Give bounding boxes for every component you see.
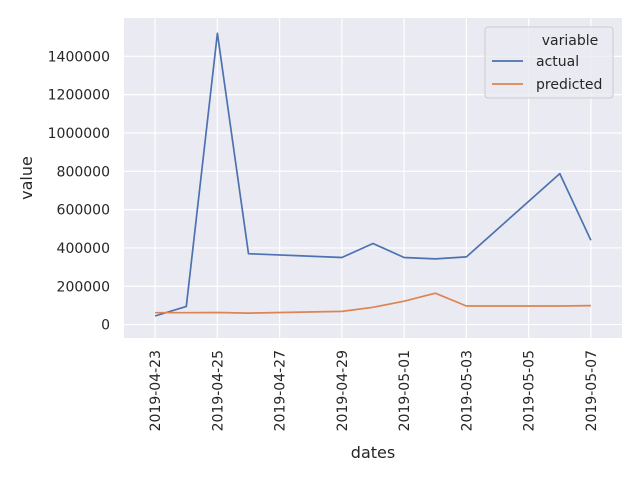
x-tick-label: 2019-04-29 (335, 350, 351, 431)
y-tick-label: 800000 (57, 164, 110, 180)
legend: variable actual predicted (484, 26, 614, 99)
y-tick-label: 200000 (57, 279, 110, 295)
y-tick-label: 1000000 (48, 126, 110, 142)
x-tick-label: 2019-05-05 (522, 350, 538, 431)
x-tick-label: 2019-04-27 (273, 350, 289, 431)
y-tick-label: 1200000 (48, 88, 110, 104)
y-axis-label: value (17, 156, 36, 200)
y-tick-label: 400000 (57, 241, 110, 257)
legend-label-predicted: predicted (536, 77, 602, 93)
y-gridlines (124, 55, 622, 326)
x-axis-label: dates (351, 443, 395, 462)
x-tick-label: 2019-05-03 (459, 350, 475, 431)
legend-label-actual: actual (536, 54, 579, 70)
y-tick-labels: 0 200000 400000 600000 800000 1000000 1200000 1… (48, 49, 110, 333)
series-line-predicted (155, 292, 591, 314)
x-tick-label: 2019-05-07 (584, 350, 600, 431)
y-tick-label: 0 (101, 318, 110, 334)
legend-box (484, 26, 614, 99)
legend-title: variable (542, 33, 598, 49)
series-lines (154, 32, 592, 317)
y-tick-label: 600000 (57, 203, 110, 219)
x-tick-labels: 2019-04-23 2019-04-25 2019-04-27 2019-04-29… (148, 350, 600, 431)
series-line-actual (154, 32, 592, 317)
x-tick-label: 2019-04-25 (210, 350, 226, 431)
x-tick-label: 2019-04-23 (148, 350, 164, 431)
y-tick-label: 1400000 (48, 49, 110, 65)
x-tick-label: 2019-05-01 (397, 350, 413, 431)
